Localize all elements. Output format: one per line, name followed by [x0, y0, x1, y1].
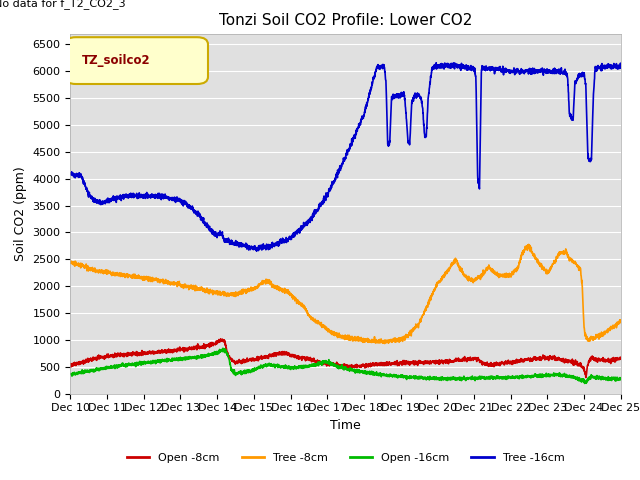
Text: TZ_soilco2: TZ_soilco2 — [81, 54, 150, 67]
Legend: Open -8cm, Tree -8cm, Open -16cm, Tree -16cm: Open -8cm, Tree -8cm, Open -16cm, Tree -… — [122, 448, 569, 467]
FancyBboxPatch shape — [65, 37, 208, 84]
X-axis label: Time: Time — [330, 419, 361, 432]
Y-axis label: Soil CO2 (ppm): Soil CO2 (ppm) — [14, 166, 27, 261]
Title: Tonzi Soil CO2 Profile: Lower CO2: Tonzi Soil CO2 Profile: Lower CO2 — [219, 13, 472, 28]
Text: No data for f_T2_CO2_3: No data for f_T2_CO2_3 — [0, 0, 125, 9]
